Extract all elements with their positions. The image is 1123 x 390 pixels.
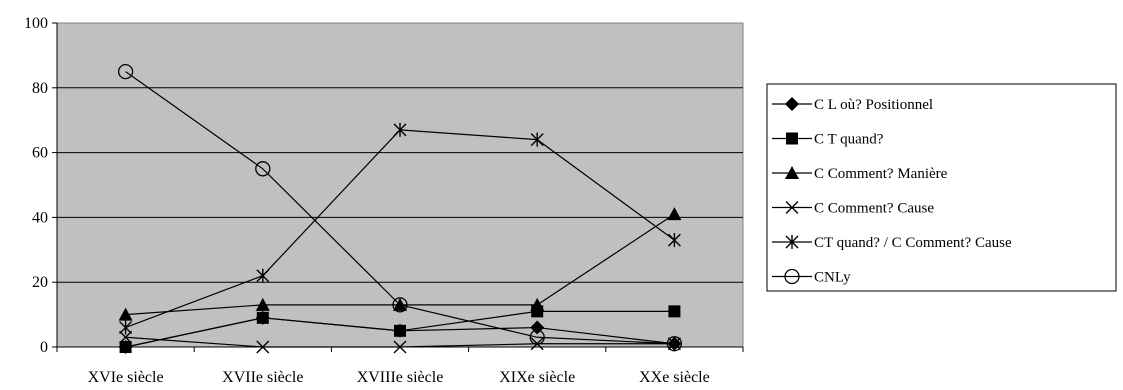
legend-item: C T quand? (772, 132, 884, 148)
data-point-triangle (667, 207, 682, 221)
legend-item: CNLy (772, 268, 851, 286)
data-point-asterisk (667, 233, 681, 248)
series-group (117, 63, 683, 354)
data-point-asterisk (256, 268, 270, 283)
y-tick-label: 100 (24, 15, 48, 32)
x-axis-ticks: XVIe siècle XVIIe siècle XVIIIe siècle XIXe… (56, 347, 744, 386)
legend-item: C Comment? Manière (772, 166, 948, 182)
y-tick-label: 0 (40, 339, 48, 356)
data-point-circle (666, 336, 683, 352)
x-tick-label: XVIe siècle (88, 369, 164, 386)
x-tick-label: XIXe siècle (499, 369, 575, 386)
data-point-square (256, 311, 269, 324)
series-ct-quand-c-comment-cause (119, 122, 681, 335)
y-tick-label: 60 (32, 145, 48, 162)
gridlines (57, 87, 743, 283)
legend-label: CT quand? / C Comment? Cause (814, 235, 1012, 251)
data-point-triangle (255, 297, 270, 311)
y-tick-label: 20 (32, 274, 48, 291)
legend-marker-x (785, 201, 799, 214)
data-point-square (668, 305, 681, 318)
data-point-triangle (530, 297, 545, 311)
legend-label: C T quand? (814, 132, 884, 148)
legend-marker-triangle (785, 166, 799, 179)
legend-label: C Comment? Manière (814, 166, 948, 182)
data-point-asterisk (530, 132, 544, 147)
data-point-square (119, 341, 132, 353)
x-tick-label: XVIIIe siècle (357, 369, 444, 386)
x-tick-label: XVIIe siècle (222, 369, 303, 386)
legend-marker-circle (784, 268, 800, 285)
series-line (125, 71, 675, 345)
y-axis-ticks: 0 20 40 60 80 100 (24, 15, 57, 356)
legend: C L où? Positionnel C T quand? C Comment? … (766, 83, 1117, 292)
legend-marker-square (786, 132, 798, 145)
data-point-x (256, 340, 270, 354)
x-tick-label: XXe siècle (639, 369, 710, 386)
legend-box (766, 83, 1117, 292)
plot-area (56, 22, 744, 348)
legend-marker-diamond (785, 97, 799, 111)
data-point-square (394, 324, 406, 337)
y-tick-label: 80 (32, 80, 48, 97)
series-cnly (117, 63, 683, 352)
legend-marker-asterisk (785, 235, 799, 249)
data-point-x (393, 340, 407, 354)
data-point-asterisk (119, 320, 133, 335)
legend-item: CT quand? / C Comment? Cause (772, 235, 1012, 251)
legend-label: C L où? Positionnel (814, 97, 933, 113)
data-point-circle (392, 297, 408, 313)
data-point-triangle (118, 307, 133, 321)
data-point-circle (255, 161, 271, 177)
legend-label: CNLy (814, 270, 851, 286)
series-c-t-quand (119, 305, 681, 353)
y-tick-label: 40 (32, 209, 48, 226)
legend-item: C L où? Positionnel (772, 97, 933, 113)
data-point-circle (529, 329, 545, 345)
legend-item: C Comment? Cause (772, 201, 934, 217)
data-point-x (119, 330, 133, 344)
data-point-asterisk (393, 122, 407, 137)
data-point-circle (117, 63, 134, 80)
legend-label: C Comment? Cause (814, 201, 934, 217)
